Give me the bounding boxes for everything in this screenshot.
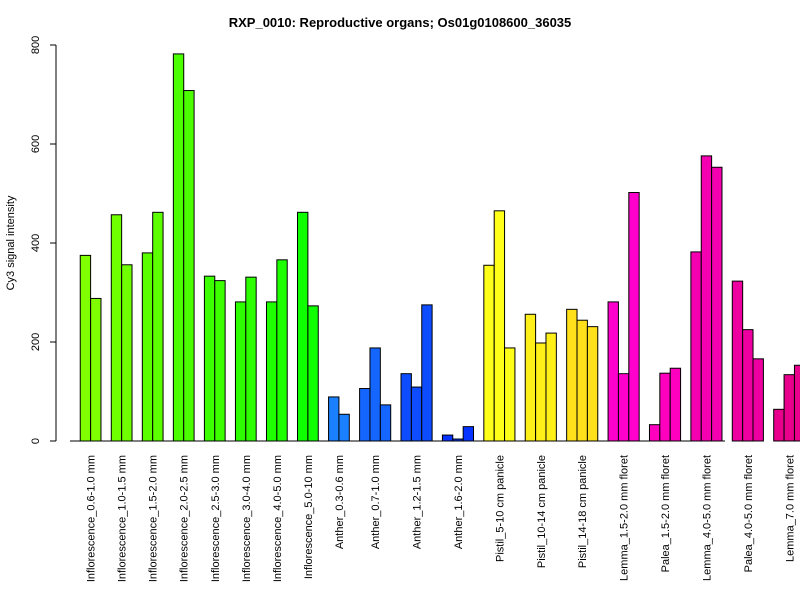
y-axis-label: Cy3 signal intensity xyxy=(5,195,17,290)
bar xyxy=(369,347,381,442)
bar xyxy=(648,424,661,442)
bar xyxy=(410,386,423,442)
bar xyxy=(172,53,185,442)
bar xyxy=(493,210,506,442)
y-tick-label: 800 xyxy=(30,36,42,54)
y-tick-label: 0 xyxy=(30,438,42,444)
bar xyxy=(535,342,547,442)
bar xyxy=(742,329,754,442)
bar xyxy=(566,308,578,442)
y-axis: 0 200 400 600 800 xyxy=(30,36,57,444)
bar xyxy=(203,275,216,442)
bar xyxy=(121,264,133,442)
bar xyxy=(545,332,557,442)
bar xyxy=(79,254,92,442)
bar xyxy=(628,192,640,442)
bar xyxy=(90,297,102,442)
bar xyxy=(617,373,630,442)
bar xyxy=(214,280,226,442)
bar xyxy=(297,211,309,442)
x-category-label: Palea_4.0-5.0 mm floret xyxy=(743,455,755,572)
x-category-label: Inflorescence_1.0-1.5 mm xyxy=(117,455,129,582)
chart-title: RXP_0010: Reproductive organs; Os01g0108… xyxy=(229,15,572,30)
x-category-label: Anther_0.3-0.6 mm xyxy=(334,455,346,549)
x-category-label: Inflorescence_0.6-1.0 mm xyxy=(86,455,98,582)
bar xyxy=(700,155,713,442)
bars xyxy=(79,53,800,442)
bar xyxy=(669,367,682,442)
x-category-label: Pistil_10-14 cm panicle xyxy=(536,455,548,568)
y-tick-label: 400 xyxy=(30,234,42,252)
bar xyxy=(659,372,671,442)
bar xyxy=(265,301,278,442)
bar xyxy=(504,347,516,442)
y-tick-label: 600 xyxy=(30,135,42,153)
bar xyxy=(711,166,723,442)
x-category-label: Inflorescence_1.5-2.0 mm xyxy=(148,455,160,582)
bar xyxy=(483,264,495,442)
bar xyxy=(731,280,744,442)
bar xyxy=(441,434,454,442)
bar xyxy=(690,251,702,442)
bar xyxy=(307,305,319,442)
bar xyxy=(793,364,800,442)
bar xyxy=(276,259,288,442)
bar xyxy=(141,252,154,442)
x-category-label: Inflorescence_2.5-3.0 mm xyxy=(210,455,222,582)
bar xyxy=(400,373,412,442)
bar xyxy=(152,211,164,442)
y-tick-label: 200 xyxy=(30,333,42,351)
bar xyxy=(379,404,392,442)
bar xyxy=(421,304,433,442)
x-category-label: Lemma_7.0 mm floret xyxy=(784,455,796,562)
bar xyxy=(576,319,588,442)
bar xyxy=(234,301,247,442)
category-labels: Inflorescence_0.6-1.0 mm Inflorescence_1.… xyxy=(86,455,797,582)
bar xyxy=(245,276,257,442)
x-category-label: Inflorescence_2.0-2.5 mm xyxy=(179,455,191,582)
x-category-label: Inflorescence_5.0-10 mm xyxy=(303,455,315,579)
bar xyxy=(462,426,475,442)
x-category-label: Lemma_4.0-5.0 mm floret xyxy=(701,455,713,581)
x-category-label: Palea_1.5-2.0 mm floret xyxy=(660,455,672,572)
bar xyxy=(183,90,195,442)
x-category-label: Pistil_14-18 cm panicle xyxy=(577,455,589,568)
x-category-label: Inflorescence_4.0-5.0 mm xyxy=(272,455,284,582)
x-category-label: Inflorescence_3.0-4.0 mm xyxy=(241,455,253,582)
x-category-label: Anther_1.2-1.5 mm xyxy=(412,455,424,549)
x-category-label: Anther_1.6-2.0 mm xyxy=(453,455,465,549)
x-category-label: Lemma_1.5-2.0 mm floret xyxy=(619,455,631,581)
bar xyxy=(607,301,619,442)
bar xyxy=(338,413,350,442)
bar xyxy=(110,214,123,442)
x-category-label: Pistil_5-10 cm panicle xyxy=(494,455,506,562)
bar xyxy=(586,326,599,442)
bar xyxy=(359,388,371,442)
x-category-label: Anther_0.7-1.0 mm xyxy=(370,455,382,549)
bar xyxy=(783,374,795,442)
bar xyxy=(752,358,764,442)
bar xyxy=(328,396,340,442)
bar xyxy=(773,408,785,442)
bar xyxy=(524,313,537,442)
